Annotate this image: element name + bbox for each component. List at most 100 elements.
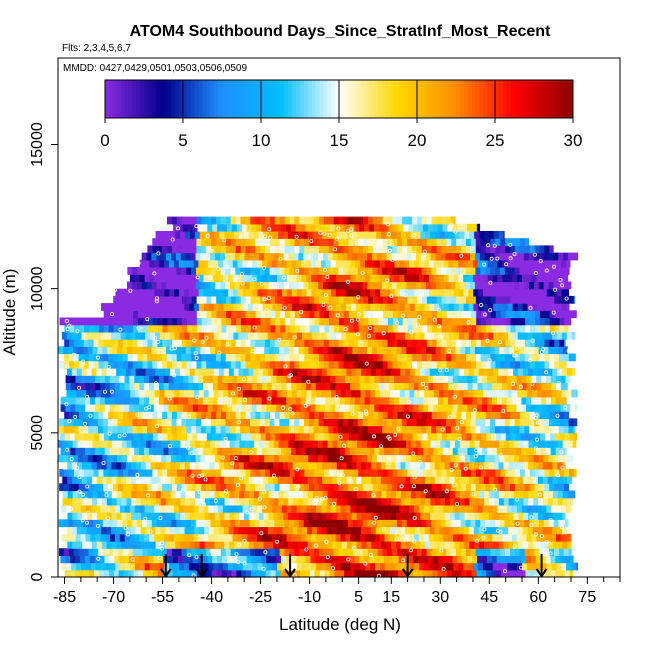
heatmap-cell — [101, 368, 107, 376]
heatmap-cell — [199, 476, 206, 484]
heatmap-cell — [380, 476, 387, 484]
heatmap-cell — [539, 245, 545, 254]
heatmap-cell — [142, 353, 148, 362]
heatmap-cell — [349, 396, 356, 405]
heatmap-cell — [466, 468, 472, 477]
heatmap-cell — [194, 526, 200, 535]
heatmap-cell — [192, 569, 198, 578]
heatmap-cell — [475, 339, 482, 347]
heatmap-cell — [146, 281, 153, 290]
heatmap-cell — [330, 404, 336, 412]
heatmap-cell — [68, 548, 75, 556]
heatmap-cell — [545, 569, 551, 578]
heatmap-cell — [337, 231, 343, 239]
heatmap-cell — [302, 231, 309, 239]
heatmap-cell — [520, 295, 526, 304]
heatmap-cell — [515, 468, 521, 477]
heatmap-cell — [291, 375, 297, 383]
heatmap-cell — [181, 548, 188, 556]
heatmap-cell — [259, 425, 266, 434]
heatmap-cell — [471, 295, 477, 304]
heatmap-cell — [153, 569, 159, 578]
heatmap-cell — [150, 526, 156, 535]
heatmap-cell — [130, 368, 137, 376]
heatmap-cell — [355, 533, 361, 542]
heatmap-cell — [468, 331, 475, 340]
heatmap-cell — [451, 353, 457, 362]
heatmap-cell — [300, 569, 306, 578]
heatmap-cell — [466, 317, 472, 326]
heatmap-cell — [387, 295, 394, 304]
heatmap-cell — [560, 404, 566, 412]
heatmap-cell — [324, 324, 330, 333]
heatmap-cell — [420, 461, 426, 470]
heatmap-cell — [320, 382, 327, 391]
heatmap-cell — [472, 382, 479, 391]
heatmap-cell — [474, 440, 481, 448]
heatmap-cell — [454, 490, 461, 499]
heatmap-cell — [242, 396, 248, 405]
heatmap-cell — [343, 548, 349, 556]
heatmap-cell — [454, 497, 461, 506]
heatmap-cell — [488, 368, 494, 376]
heatmap-cell — [384, 404, 390, 412]
heatmap-cell — [506, 555, 512, 564]
heatmap-cell — [291, 562, 298, 571]
heatmap-cell — [387, 353, 393, 362]
heatmap-cell — [368, 295, 374, 304]
heatmap-cell — [276, 447, 282, 456]
heatmap-cell — [515, 245, 521, 254]
heatmap-cell — [142, 360, 149, 369]
heatmap-cell — [495, 418, 501, 427]
heatmap-cell — [362, 519, 369, 528]
heatmap-cell — [165, 497, 172, 506]
heatmap-cell — [262, 303, 269, 311]
measurement-point — [77, 489, 82, 494]
heatmap-cell — [335, 274, 342, 283]
heatmap-cell — [271, 382, 278, 391]
heatmap-cell — [75, 396, 81, 405]
heatmap-cell — [505, 483, 511, 492]
heatmap-cell — [144, 375, 150, 383]
heatmap-cell — [171, 281, 177, 290]
heatmap-cell — [509, 548, 516, 556]
heatmap-cell — [500, 339, 506, 347]
heatmap-cell — [189, 526, 195, 535]
heatmap-cell — [467, 223, 473, 232]
heatmap-cell — [396, 490, 402, 499]
measurement-point — [201, 502, 206, 507]
heatmap-cell — [263, 541, 269, 549]
heatmap-cell — [484, 346, 491, 355]
heatmap-cell — [181, 353, 188, 362]
heatmap-cell — [107, 425, 114, 434]
heatmap-cell — [492, 274, 499, 283]
heatmap-cell — [203, 562, 209, 571]
heatmap-cell — [257, 259, 263, 268]
heatmap-cell — [152, 411, 158, 419]
heatmap-cell — [238, 526, 244, 535]
heatmap-cell — [475, 418, 481, 427]
heatmap-cell — [295, 555, 302, 564]
heatmap-cell — [501, 447, 508, 456]
heatmap-cell — [483, 461, 490, 470]
heatmap-cell — [546, 382, 552, 391]
heatmap-cell — [246, 223, 253, 232]
heatmap-cell — [174, 331, 181, 340]
heatmap-cell — [543, 281, 550, 290]
heatmap-cell — [159, 562, 165, 571]
heatmap-cell — [374, 259, 381, 268]
heatmap-cell — [510, 353, 516, 362]
heatmap-cell — [305, 555, 311, 564]
heatmap-cell — [160, 476, 166, 484]
heatmap-cell — [258, 231, 264, 239]
heatmap-cell — [322, 512, 328, 520]
heatmap-cell — [387, 483, 393, 492]
heatmap-cell — [376, 454, 383, 463]
heatmap-cell — [479, 512, 485, 520]
heatmap-cell — [160, 512, 167, 520]
heatmap-cell — [428, 396, 434, 405]
heatmap-cell — [451, 432, 458, 441]
heatmap-cell — [98, 411, 104, 419]
heatmap-cell — [185, 440, 191, 448]
heatmap-cell — [524, 483, 531, 492]
